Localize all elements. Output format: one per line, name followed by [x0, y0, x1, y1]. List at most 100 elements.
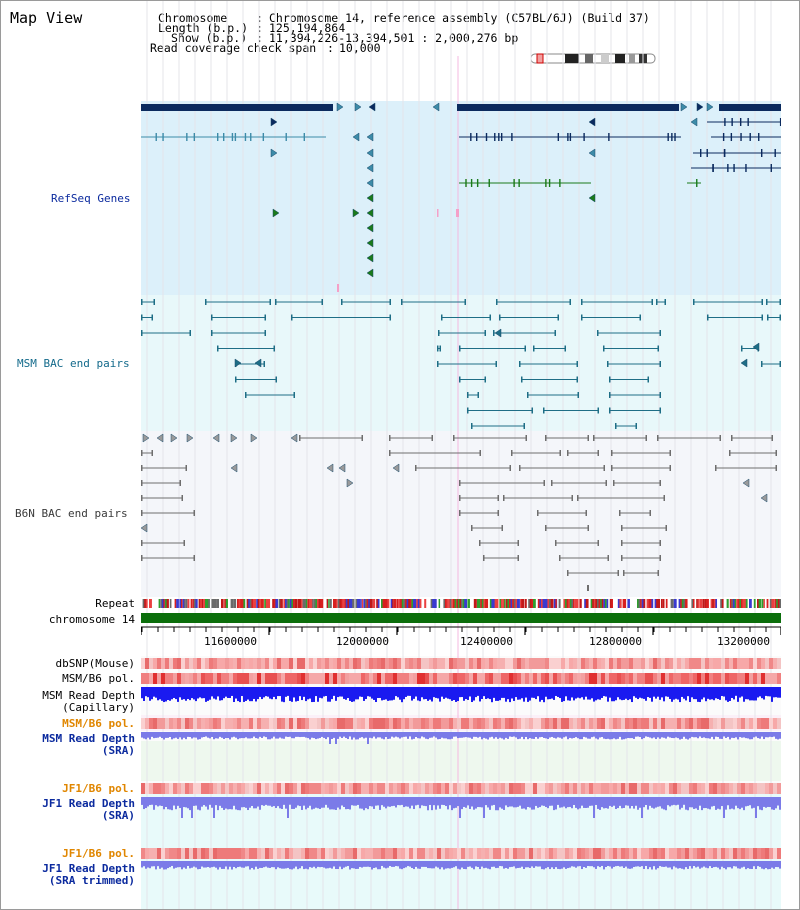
jf1-pol-cell: [265, 783, 269, 794]
jf1-trim-depth-bar: [719, 861, 721, 870]
msm-pol-cell-2: [177, 718, 181, 729]
gene-block: [719, 104, 781, 111]
jf1-pol-cell: [613, 783, 617, 794]
jf1-pol-cell: [645, 783, 649, 794]
jf1-sra-depth-bar: [329, 797, 331, 810]
b6n-bac-label[interactable]: B6N BAC end pairs: [15, 507, 128, 520]
bac-end: [389, 314, 391, 321]
msm-sra-depth-bar: [211, 732, 213, 737]
msm-pol-cell-2: [777, 718, 781, 729]
bac-end: [495, 361, 497, 367]
jf1-trim-depth-bar: [373, 861, 375, 868]
jf1-trim-depth-bar: [179, 861, 181, 868]
msm-pol-cell: [141, 673, 145, 684]
jf1-pol-cell-2: [625, 848, 629, 859]
jf1-trim-depth-bar: [667, 861, 669, 868]
bac-end: [656, 299, 658, 305]
jf1-sra-depth-bar: [233, 797, 235, 806]
msm-sra-depth-bar: [381, 732, 383, 739]
jf1-sra-depth-bar: [285, 797, 287, 809]
jf1-pol-cell: [725, 783, 729, 794]
chromosome-ideogram[interactable]: [529, 52, 659, 66]
msm-cap-depth-bar: [689, 687, 691, 702]
msm-sra-depth-bar: [477, 732, 479, 738]
jf1-sra-depth-bar: [293, 797, 295, 809]
bac-end: [524, 345, 526, 352]
jf1-sra-depth-bar: [271, 797, 273, 807]
msm-cap-depth-bar: [717, 687, 719, 699]
bac-end: [609, 376, 611, 383]
gene-arrow: [366, 238, 374, 248]
bac-end: [669, 450, 671, 456]
jf1-sra-depth-bar: [641, 797, 643, 818]
msm-sra-depth-bar: [607, 732, 609, 739]
dbsnp-cell: [293, 658, 297, 669]
repeat-element: [763, 599, 765, 608]
jf1-trim-depth-bar: [317, 861, 319, 867]
msm-pol-cell: [461, 673, 465, 684]
jf1-trim-depth-bar: [245, 861, 247, 867]
genome-map-canvas[interactable]: [141, 1, 781, 910]
jf1-pol-cell-2: [549, 848, 553, 859]
repeat-element: [520, 599, 524, 608]
dbsnp-cell: [301, 658, 305, 669]
jf1-trim-depth-bar: [751, 861, 753, 869]
msm-pol-cell-2: [361, 718, 365, 729]
dbsnp-cell: [517, 658, 521, 669]
bac-end: [545, 435, 547, 441]
msm-pol-cell: [305, 673, 309, 684]
jf1-trim-depth-bar: [347, 861, 349, 867]
jf1-trim-depth-bar: [671, 861, 673, 870]
msm-sra-depth-bar: [165, 732, 167, 738]
msm-cap-depth-bar: [487, 687, 489, 699]
jf1-pol-cell: [589, 783, 593, 794]
msm-pol-cell: [601, 673, 605, 684]
msm-cap-depth-bar: [591, 687, 593, 699]
repeat-element: [619, 599, 622, 608]
dbsnp-cell: [333, 658, 337, 669]
repeat-element: [462, 599, 466, 608]
jf1-pol-cell-2: [341, 848, 345, 859]
msm-pol-cell-2: [417, 718, 421, 729]
msm-cap-depth-bar: [157, 687, 159, 701]
jf1-pol-cell: [513, 783, 517, 794]
bac-end: [523, 423, 525, 429]
msm-pol-cell: [333, 673, 337, 684]
jf1-pol-cell-2: [745, 848, 749, 859]
repeat-element: [600, 599, 602, 608]
msm-cap-depth-bar: [697, 687, 699, 702]
msm-cap-depth-bar: [147, 687, 149, 698]
jf1-pol-cell: [257, 783, 261, 794]
jf1-trim-depth-bar: [741, 861, 743, 868]
msm-cap-depth-bar: [451, 687, 453, 701]
gene-arrow: [366, 178, 374, 188]
jf1-trim-depth-bar: [223, 861, 225, 869]
msm-pol-cell-2: [297, 718, 301, 729]
repeat-element: [749, 599, 752, 608]
dbsnp-cell: [273, 658, 277, 669]
jf1-trim-depth-bar: [309, 861, 311, 868]
dbsnp-cell: [713, 658, 717, 669]
show-value: 11,394,226-13,394,501 : 2,000,276 bp: [269, 31, 519, 45]
exon: [723, 149, 726, 157]
jf1-trim-depth-bar: [143, 861, 145, 867]
repeat-element: [342, 599, 345, 608]
jf1-sra-depth-bar: [569, 797, 571, 807]
dbsnp-cell: [533, 658, 537, 669]
msm-pol-cell: [557, 673, 561, 684]
msm-cap-depth-bar: [413, 687, 415, 699]
jf1-pol-cell-2: [425, 848, 429, 859]
jf1-pol-cell-2: [329, 848, 333, 859]
refseq-genes-label[interactable]: RefSeq Genes: [51, 192, 131, 205]
msm-sra-depth-bar: [715, 732, 717, 737]
msm-bac-label[interactable]: MSM BAC end pairs: [17, 357, 130, 370]
jf1-sra-depth-bar: [623, 797, 625, 808]
dbsnp-cell: [465, 658, 469, 669]
gene-arrow: [186, 433, 194, 443]
msm-cap-depth-bar: [503, 687, 505, 698]
dbsnp-cell: [145, 658, 149, 669]
jf1-sra-depth-bar: [421, 797, 423, 806]
repeat-element: [213, 599, 217, 608]
msm-pol-cell: [497, 673, 501, 684]
